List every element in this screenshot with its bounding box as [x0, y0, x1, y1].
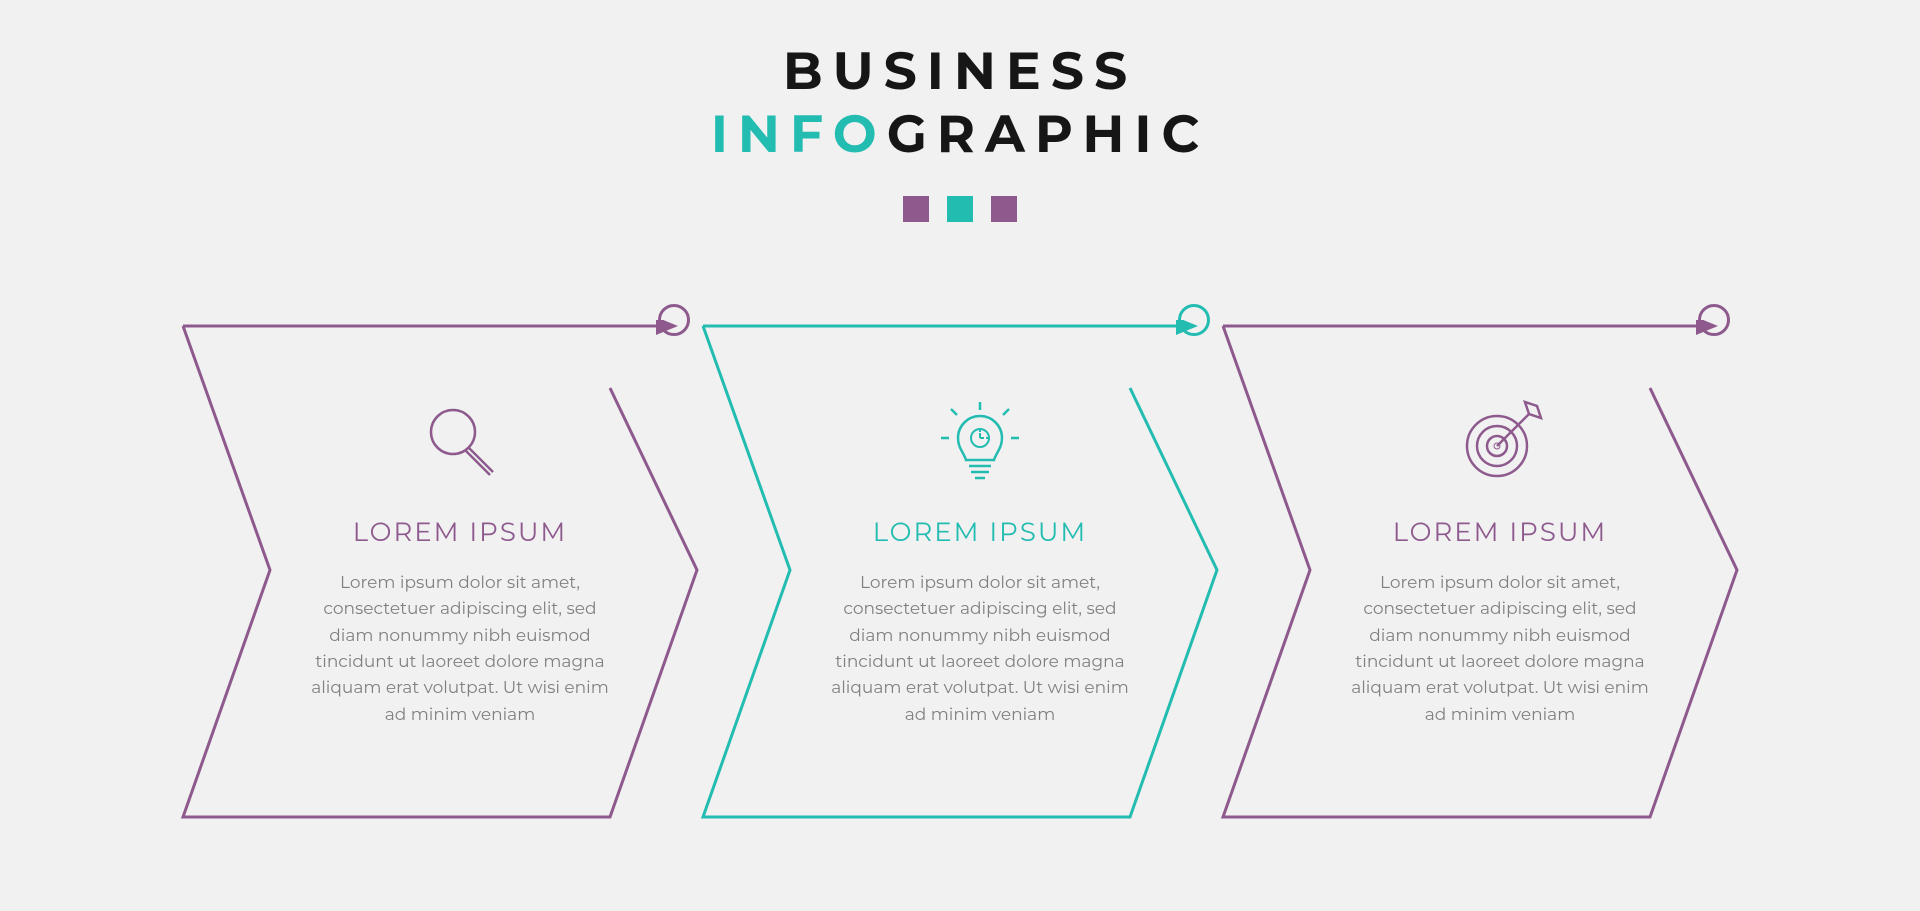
card-heading: LOREM IPSUM [300, 516, 620, 548]
step-card: LOREM IPSUM Lorem ipsum dolor sit amet, c… [700, 320, 1220, 820]
magnifier-icon [300, 388, 620, 498]
card-content: LOREM IPSUM Lorem ipsum dolor sit amet, c… [300, 388, 620, 728]
lightbulb-icon [820, 388, 1140, 498]
decor-squares [0, 196, 1920, 222]
node-circle [1698, 304, 1730, 336]
title-line1: BUSINESS [0, 40, 1920, 103]
node-circle [1178, 304, 1210, 336]
target-icon [1340, 388, 1660, 498]
step-card: LOREM IPSUM Lorem ipsum dolor sit amet, c… [180, 320, 700, 820]
decor-square [947, 196, 973, 222]
card-body: Lorem ipsum dolor sit amet, consectetuer… [1340, 570, 1660, 728]
card-heading: LOREM IPSUM [1340, 516, 1660, 548]
title-rest: GRAPHIC [887, 103, 1209, 166]
header: BUSINESS INFOGRAPHIC [0, 0, 1920, 222]
node-circle [658, 304, 690, 336]
step-card: LOREM IPSUM Lorem ipsum dolor sit amet, c… [1220, 320, 1740, 820]
card-body: Lorem ipsum dolor sit amet, consectetuer… [300, 570, 620, 728]
title-line2: INFOGRAPHIC [0, 103, 1920, 166]
card-content: LOREM IPSUM Lorem ipsum dolor sit amet, c… [820, 388, 1140, 728]
title-accent: INFO [711, 103, 887, 166]
card-content: LOREM IPSUM Lorem ipsum dolor sit amet, c… [1340, 388, 1660, 728]
cards-wrap: LOREM IPSUM Lorem ipsum dolor sit amet, c… [0, 320, 1920, 820]
decor-square [903, 196, 929, 222]
card-heading: LOREM IPSUM [820, 516, 1140, 548]
card-body: Lorem ipsum dolor sit amet, consectetuer… [820, 570, 1140, 728]
decor-square [991, 196, 1017, 222]
